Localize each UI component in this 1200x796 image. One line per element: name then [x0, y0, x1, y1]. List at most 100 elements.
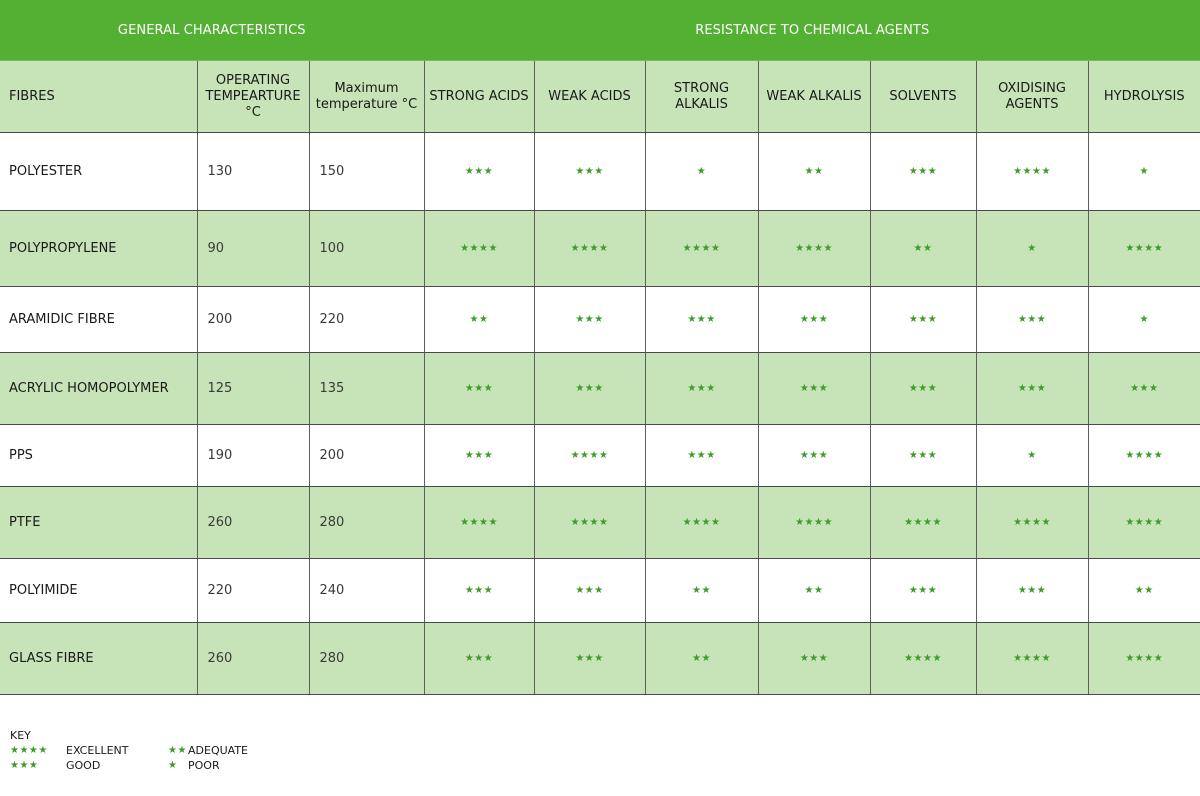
operating-temperature-value: 220: [196, 558, 309, 623]
maximum-temperature-value: 135: [308, 352, 425, 425]
rating-strong-alkalis: ★: [644, 132, 759, 211]
operating-temperature-value: 200: [196, 286, 309, 353]
operating-temperature-value: 190: [196, 424, 309, 487]
star-icon: ★★★: [1017, 585, 1047, 596]
rating-weak-acids: ★★★★: [533, 486, 646, 559]
star-icon: ★★★: [687, 450, 716, 461]
maximum-temperature-value: 100: [308, 210, 425, 287]
maximum-temperature-value: 200: [308, 424, 425, 487]
star-icon: ★★★: [908, 383, 938, 394]
fibre-name: PTFE: [0, 486, 197, 559]
rating-weak-alkalis: ★★★: [757, 424, 871, 487]
table-row: POLYIMIDE 220 240 ★★★ ★★★ ★★ ★★ ★★★ ★★★ ★★: [0, 558, 1200, 623]
rating-weak-alkalis: ★★★★: [757, 210, 871, 287]
column-header-oxidising-agents: OXIDISING AGENTS: [975, 60, 1089, 133]
rating-strong-acids: ★★★: [423, 558, 535, 623]
fibre-name: POLYPROPYLENE: [0, 210, 197, 287]
column-header-row: FIBRES OPERATING TEMPEARTURE °C Maximum …: [0, 60, 1200, 133]
rating-solvents: ★★★: [869, 286, 977, 353]
rating-weak-alkalis: ★★: [757, 558, 871, 623]
table-row: PTFE 260 280 ★★★★ ★★★★ ★★★★ ★★★★ ★★★★ ★★★★ ★★★★: [0, 486, 1200, 559]
general-characteristics-header: GENERAL CHARACTERISTICS: [0, 0, 425, 61]
star-icon: ★★★: [10, 760, 39, 771]
rating-solvents: ★★★: [869, 424, 977, 487]
operating-temperature-value: 130: [196, 132, 309, 211]
rating-solvents: ★★★★: [869, 486, 977, 559]
star-icon: ★★: [804, 166, 824, 177]
rating-weak-acids: ★★★★: [533, 424, 646, 487]
rating-oxidising-agents: ★: [975, 210, 1089, 287]
star-icon: ★★★: [575, 166, 604, 177]
fibre-name: GLASS FIBRE: [0, 622, 197, 695]
column-header-strong-alkalis: STRONG ALKALIS: [644, 60, 759, 133]
rating-hydrolysis: ★: [1087, 286, 1200, 353]
star-icon: ★★★: [687, 314, 716, 325]
star-icon: ★★★: [575, 314, 604, 325]
table-row: GLASS FIBRE 260 280 ★★★ ★★★ ★★ ★★★ ★★★★ ★★★★ ★★★★: [0, 622, 1200, 695]
rating-weak-acids: ★★★: [533, 622, 646, 695]
table-row: POLYESTER 130 150 ★★★ ★★★ ★ ★★ ★★★ ★★★★ ★: [0, 132, 1200, 211]
star-icon: ★★★★: [1013, 517, 1051, 528]
star-icon: ★★★★: [904, 517, 942, 528]
rating-strong-acids: ★★★: [423, 424, 535, 487]
key-title: KEY: [10, 729, 31, 742]
star-icon: ★★★★: [1013, 653, 1051, 664]
column-header-solvents: SOLVENTS: [869, 60, 977, 133]
maximum-temperature-value: 280: [308, 486, 425, 559]
star-icon: ★★: [913, 243, 933, 254]
key-label: POOR: [188, 759, 220, 772]
maximum-temperature-value: 240: [308, 558, 425, 623]
fibre-resistance-table: GENERAL CHARACTERISTICS RESISTANCE TO CH…: [0, 0, 1200, 695]
star-icon: ★★★★: [795, 243, 833, 254]
rating-oxidising-agents: ★★★★: [975, 622, 1089, 695]
operating-temperature-value: 260: [196, 622, 309, 695]
rating-solvents: ★★★: [869, 558, 977, 623]
rating-oxidising-agents: ★: [975, 424, 1089, 487]
star-icon: ★★★★: [570, 450, 609, 461]
star-icon: ★: [1139, 166, 1149, 177]
star-icon: ★★★★: [682, 517, 721, 528]
rating-oxidising-agents: ★★★: [975, 286, 1089, 353]
rating-strong-acids: ★★★: [423, 352, 535, 425]
star-icon: ★★★★: [1125, 450, 1164, 461]
rating-solvents: ★★★: [869, 352, 977, 425]
rating-strong-acids: ★★★: [423, 132, 535, 211]
star-icon: ★★★★: [682, 243, 721, 254]
star-icon: ★: [696, 166, 707, 177]
star-icon: ★★★: [575, 383, 604, 394]
fibre-name: ARAMIDIC FIBRE: [0, 286, 197, 353]
star-icon: ★★★★: [904, 653, 942, 664]
star-icon: ★★★: [799, 653, 829, 664]
star-icon: ★★★: [687, 383, 716, 394]
key-label: GOOD: [66, 759, 101, 772]
star-icon: ★★: [692, 585, 711, 596]
star-icon: ★★: [692, 653, 711, 664]
rating-weak-acids: ★★★: [533, 132, 646, 211]
fibre-name: ACRYLIC HOMOPOLYMER: [0, 352, 197, 425]
operating-temperature-value: 90: [196, 210, 309, 287]
rating-key: KEY ★★★★ EXCELLENT ★★ ADEQUATE ★★★ GOOD ★ POOR: [10, 729, 310, 772]
star-icon: ★★★: [1017, 314, 1047, 325]
rating-weak-alkalis: ★★★: [757, 286, 871, 353]
star-icon: ★★★★: [1125, 243, 1164, 254]
star-icon: ★★★: [464, 383, 494, 394]
rating-strong-alkalis: ★★★: [644, 352, 759, 425]
star-icon: ★★: [1134, 585, 1154, 596]
rating-strong-acids: ★★★: [423, 622, 535, 695]
rating-hydrolysis: ★★★★: [1087, 424, 1200, 487]
key-label: ADEQUATE: [188, 744, 248, 757]
star-icon: ★★★: [1130, 383, 1159, 394]
rating-oxidising-agents: ★★★: [975, 558, 1089, 623]
rating-solvents: ★★: [869, 210, 977, 287]
star-icon: ★★★★: [1125, 517, 1164, 528]
column-header-maximum-temperature: Maximum temperature °C: [308, 60, 425, 133]
rating-solvents: ★★★★: [869, 622, 977, 695]
rating-hydrolysis: ★★: [1087, 558, 1200, 623]
rating-strong-acids: ★★★★: [423, 210, 535, 287]
key-grid: ★★★★ EXCELLENT ★★ ADEQUATE ★★★ GOOD ★ POOR: [10, 744, 310, 772]
star-icon: ★★★★: [795, 517, 833, 528]
rating-solvents: ★★★: [869, 132, 977, 211]
rating-strong-alkalis: ★★★: [644, 424, 759, 487]
star-icon: ★: [1027, 243, 1037, 254]
star-icon: ★★★: [464, 450, 494, 461]
